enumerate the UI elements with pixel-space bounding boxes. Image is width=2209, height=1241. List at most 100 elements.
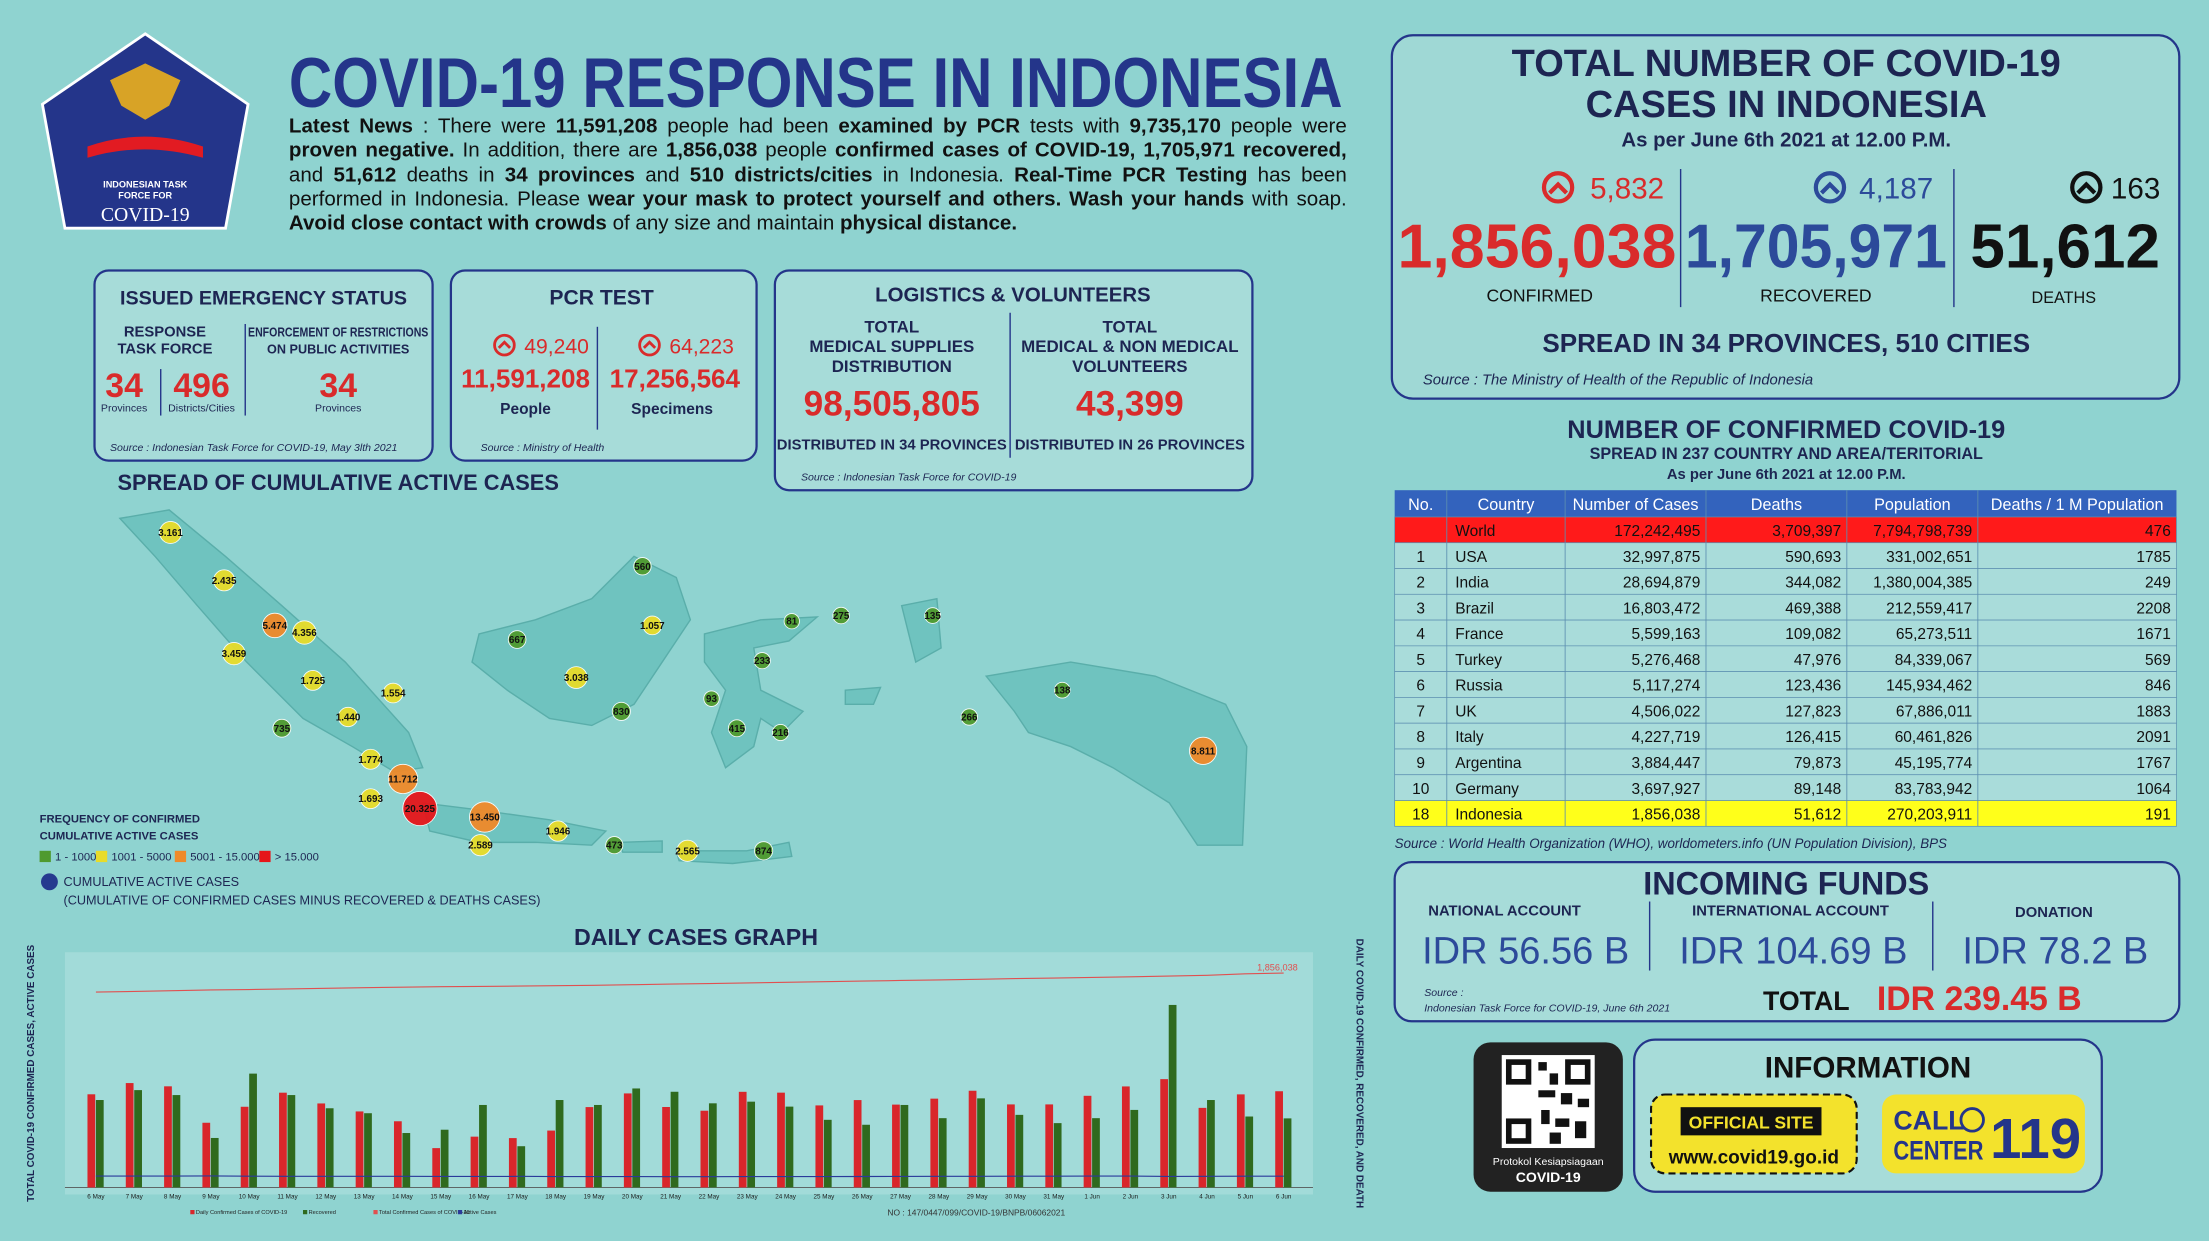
emergency-box bbox=[93, 269, 434, 462]
qr-caption: COVID-19 bbox=[1516, 1169, 1581, 1185]
main-title: COVID-19 RESPONSE IN INDONESIA bbox=[289, 43, 1343, 122]
bar bbox=[287, 1095, 296, 1188]
bar bbox=[1275, 1091, 1283, 1188]
map-point-label: 1.554 bbox=[381, 689, 406, 700]
map-point bbox=[507, 630, 527, 649]
map-point-label: 1.725 bbox=[301, 676, 326, 687]
x-tick-label: 11 May bbox=[277, 1194, 298, 1201]
table-cell: 18 bbox=[1412, 807, 1429, 824]
bar bbox=[823, 1119, 832, 1188]
map-point bbox=[1053, 681, 1071, 699]
table-cell: 109,082 bbox=[1785, 626, 1841, 643]
table-cell: 270,203,911 bbox=[1887, 807, 1972, 824]
map-points: 3.161 2.435 5.474 4.356 3.459 1.725 1.554 1.440… bbox=[158, 521, 1218, 862]
increase: 49,240 bbox=[524, 336, 589, 359]
call-number[interactable]: 119 bbox=[1990, 1107, 2081, 1170]
table-cell: 10 bbox=[1412, 781, 1429, 798]
map-point-label: 874 bbox=[755, 846, 772, 857]
bar bbox=[1045, 1104, 1054, 1188]
bar bbox=[470, 1136, 479, 1188]
x-tick-label: 31 May bbox=[1043, 1194, 1065, 1201]
qr-caption: Protokol Kesiapsiagaan bbox=[1493, 1156, 1604, 1168]
bar bbox=[393, 1121, 402, 1188]
news-text: and bbox=[288, 164, 334, 187]
bar bbox=[1121, 1086, 1130, 1188]
map-point-label: 233 bbox=[754, 656, 771, 667]
spread: SPREAD IN 34 PROVINCES, 510 CITIES bbox=[1542, 328, 2030, 358]
x-tick-label: 3 Jun bbox=[1161, 1194, 1177, 1201]
bar bbox=[785, 1106, 794, 1188]
call-badge[interactable] bbox=[1882, 1094, 2085, 1174]
bar bbox=[892, 1104, 900, 1188]
news-text: 51,612 bbox=[333, 164, 397, 187]
column-header: Number of Cases bbox=[1573, 496, 1699, 514]
map-point-label: 735 bbox=[274, 724, 291, 735]
map-point-label: 3.459 bbox=[222, 649, 247, 660]
map-point-label: 2.565 bbox=[675, 846, 700, 857]
news-text: people were bbox=[1220, 115, 1347, 139]
total-box bbox=[1390, 34, 2181, 400]
news-text: with soap. bbox=[1244, 188, 1347, 212]
news-text: and bbox=[634, 164, 690, 187]
bar bbox=[517, 1146, 526, 1188]
news-text: In addition, there are bbox=[454, 139, 666, 163]
stat-label: RECOVERED bbox=[1760, 285, 1871, 305]
stat-value: 1,705,971 bbox=[1685, 213, 1947, 282]
logo-ribbon bbox=[87, 136, 203, 158]
news-text: proven negative. bbox=[288, 139, 455, 163]
site-url[interactable]: www.covid19.go.id bbox=[1668, 1148, 1839, 1169]
bar bbox=[662, 1106, 670, 1188]
site-label-bg bbox=[1680, 1107, 1822, 1136]
table-cell: 51,612 bbox=[1794, 807, 1841, 824]
table-cell: 3,709,397 bbox=[1772, 523, 1841, 540]
fund-value: IDR 104.69 B bbox=[1679, 931, 1907, 973]
x-tick-label: 19 May bbox=[584, 1194, 606, 1201]
x-tick-label: 27 May bbox=[890, 1194, 912, 1201]
news-text: 510 districts/cities bbox=[689, 164, 873, 187]
map-point-label: 1.440 bbox=[336, 713, 361, 724]
news-text: 1,856,038 bbox=[665, 139, 758, 163]
map-point bbox=[611, 701, 631, 721]
as-of: As per June 6th 2021 at 12.00 P.M. bbox=[1621, 129, 1951, 151]
table-row bbox=[1394, 516, 2177, 544]
map-point bbox=[262, 612, 288, 639]
stat-value: 11,591,208 bbox=[461, 363, 590, 393]
news-text: 34 provinces bbox=[504, 164, 635, 187]
news-text: confirmed cases of COVID-19, bbox=[834, 139, 1136, 163]
x-tick-label: 16 May bbox=[469, 1194, 491, 1201]
bar bbox=[555, 1100, 564, 1188]
bar bbox=[585, 1107, 594, 1188]
map-point bbox=[676, 839, 699, 862]
map-point bbox=[469, 801, 501, 833]
label: DISTRIBUTION bbox=[832, 357, 952, 376]
map-point bbox=[387, 763, 419, 795]
increase: 163 bbox=[2111, 173, 2160, 206]
map-point bbox=[302, 669, 324, 691]
map-point bbox=[272, 718, 292, 738]
table-row bbox=[1394, 645, 2177, 672]
table-cell: India bbox=[1455, 575, 1489, 592]
table-subtitle: SPREAD IN 237 COUNTRY AND AREA/TERITORIA… bbox=[1590, 445, 1983, 463]
table-row bbox=[1394, 748, 2177, 776]
table-cell: 28,694,879 bbox=[1623, 575, 1701, 592]
note: DISTRIBUTED IN 26 PROVINCES bbox=[1015, 437, 1245, 453]
bar bbox=[938, 1118, 947, 1188]
world-table: No. Country Number of Cases Deaths Populatio… bbox=[1394, 490, 2177, 827]
table-cell: 212,559,417 bbox=[1886, 600, 1972, 617]
increase: 4,187 bbox=[1859, 173, 1933, 206]
x-tick-label: 30 May bbox=[1005, 1194, 1027, 1201]
bar bbox=[738, 1091, 747, 1188]
label: TOTAL bbox=[1102, 317, 1157, 336]
site-label: OFFICIAL SITE bbox=[1689, 1112, 1814, 1132]
table-row bbox=[1394, 722, 2177, 750]
bar bbox=[317, 1103, 326, 1188]
legend-text: Recovered bbox=[309, 1210, 336, 1216]
legend-swatch bbox=[39, 850, 51, 863]
label: VOLUNTEERS bbox=[1072, 357, 1187, 376]
bar bbox=[862, 1124, 870, 1188]
map-point bbox=[703, 690, 720, 707]
up-icon bbox=[497, 340, 512, 349]
legend-swatch bbox=[259, 850, 271, 863]
